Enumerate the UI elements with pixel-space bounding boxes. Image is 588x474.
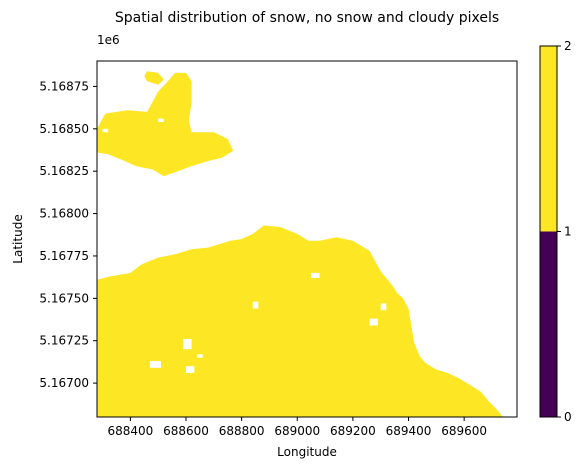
snow-regions — [97, 71, 504, 417]
x-tick-label: 689000 — [274, 424, 320, 438]
x-tick-label: 688800 — [219, 424, 265, 438]
no-snow-pixel-5 — [311, 272, 320, 278]
no-snow-holes — [102, 118, 387, 373]
y-tick-label: 5.16800 — [39, 207, 89, 221]
y-axis-label: Latitude — [11, 214, 25, 263]
x-tick-label: 689400 — [386, 424, 432, 438]
no-snow-pixel-6 — [369, 318, 378, 326]
colorbar-tick-label: 0 — [564, 410, 572, 424]
no-snow-pixel-2 — [197, 354, 203, 358]
x-tick-label: 688400 — [107, 424, 153, 438]
no-snow-pixel-8 — [102, 128, 109, 133]
snow-region-2 — [97, 225, 504, 417]
y-tick-label: 5.16775 — [39, 249, 89, 263]
y-axis-ticks: 5.16700 5.16725 5.16750 5.16775 5.16800 5.168… — [39, 79, 97, 390]
colorbar-ticks: 0 1 2 — [557, 39, 572, 424]
plot-frame — [96, 60, 518, 418]
no-snow-pixel-0 — [149, 361, 161, 368]
y-tick-label: 5.16825 — [39, 164, 89, 178]
x-tick-label: 688600 — [163, 424, 209, 438]
y-tick-label: 5.16875 — [39, 79, 89, 93]
y-tick-label: 5.16700 — [39, 376, 89, 390]
colorbar-segment-0 — [540, 231, 557, 417]
chart-title: Spatial distribution of snow, no snow an… — [115, 10, 499, 26]
no-snow-pixel-9 — [158, 118, 164, 123]
no-snow-pixel-3 — [186, 366, 195, 373]
colorbar: 0 1 2 — [539, 39, 572, 424]
colorbar-tick-label: 1 — [564, 225, 572, 239]
x-tick-label: 689200 — [330, 424, 376, 438]
colorbar-segments — [540, 46, 557, 417]
no-snow-pixel-1 — [183, 339, 192, 350]
no-snow-pixel-7 — [380, 303, 387, 311]
y-tick-label: 5.16850 — [39, 122, 89, 136]
snow-region-0 — [97, 72, 234, 177]
snow-region-1 — [144, 71, 164, 85]
x-axis-ticks: 688400 688600 688800 689000 689200 689400 6896… — [107, 417, 487, 438]
no-snow-pixel-4 — [252, 301, 259, 309]
y-tick-label: 5.16725 — [39, 334, 89, 348]
plot-area — [96, 60, 518, 418]
x-tick-label: 689600 — [441, 424, 487, 438]
colorbar-segment-1 — [540, 46, 557, 232]
x-axis-label: Longitude — [277, 445, 337, 459]
y-axis-offset-label: 1e6 — [97, 33, 120, 47]
colorbar-tick-label: 2 — [564, 39, 572, 53]
y-tick-label: 5.16750 — [39, 291, 89, 305]
